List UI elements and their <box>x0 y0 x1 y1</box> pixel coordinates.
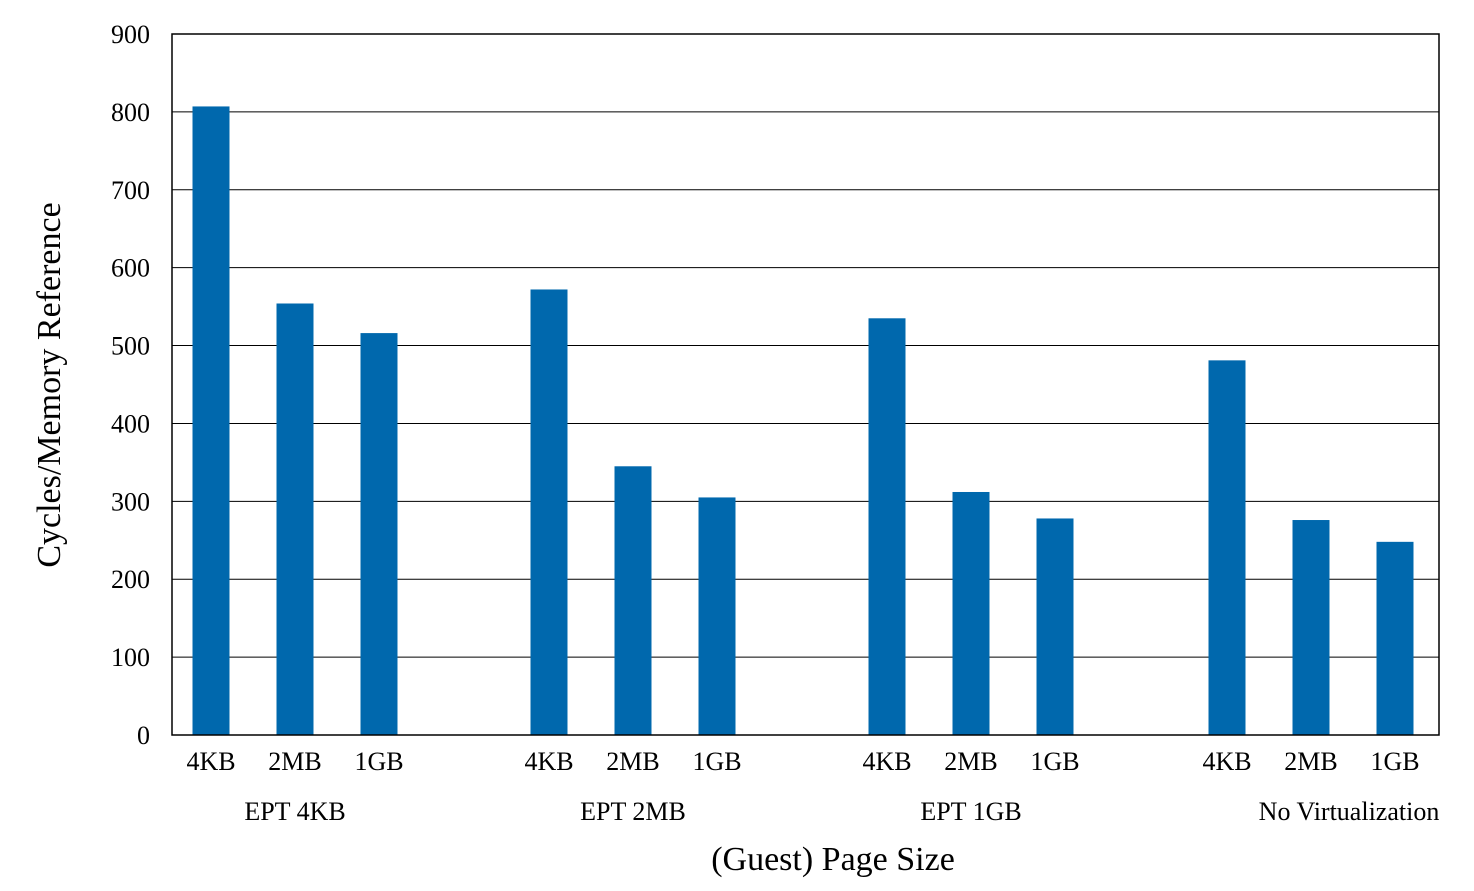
x-group-labels: EPT 4KB EPT 2MB EPT 1GB No Virtualization <box>244 797 1439 826</box>
bar-no-virtualization-1gb <box>1376 541 1414 735</box>
x-category-label: 2MB <box>1284 747 1337 776</box>
y-tick-label: 900 <box>111 20 150 49</box>
bar-ept-2mb-2mb <box>614 466 652 735</box>
bar-no-virtualization-2mb <box>1292 520 1330 735</box>
x-category-label: 1GB <box>692 747 741 776</box>
x-category-label: 1GB <box>354 747 403 776</box>
bar-no-virtualization-4kb <box>1208 360 1246 735</box>
x-category-label: 4KB <box>862 747 911 776</box>
y-tick-label: 500 <box>111 332 150 361</box>
bar-ept-4kb-1gb <box>360 333 398 735</box>
x-category-label: 1GB <box>1030 747 1079 776</box>
x-group-label: EPT 2MB <box>580 797 686 826</box>
bar-ept-2mb-4kb <box>530 289 568 735</box>
plot-frame <box>171 33 1440 736</box>
y-tick-label: 200 <box>111 565 150 594</box>
x-group-label: EPT 4KB <box>244 797 345 826</box>
y-tick-label: 0 <box>137 721 150 750</box>
y-axis-title: Cycles/Memory Reference <box>31 202 68 567</box>
y-tick-label: 600 <box>111 254 150 283</box>
bar-ept-4kb-4kb <box>192 106 230 736</box>
x-category-label: 4KB <box>186 747 235 776</box>
y-tick-labels: 0 100 200 300 400 500 600 700 800 900 <box>111 20 150 750</box>
bar-ept-1gb-4kb <box>868 318 906 735</box>
x-category-label: 4KB <box>524 747 573 776</box>
x-category-label: 1GB <box>1370 747 1419 776</box>
bars <box>192 106 1414 736</box>
bar-ept-2mb-1gb <box>698 497 736 735</box>
bar-ept-1gb-1gb <box>1036 518 1074 735</box>
x-axis-title: (Guest) Page Size <box>711 841 955 878</box>
y-tick-label: 400 <box>111 409 150 438</box>
x-group-label: No Virtualization <box>1259 797 1440 826</box>
x-category-label: 4KB <box>1202 747 1251 776</box>
x-category-labels: 4KB 2MB 1GB 4KB 2MB 1GB 4KB 2MB 1GB 4KB 2MB 1GB <box>186 747 1419 776</box>
y-tick-label: 700 <box>111 176 150 205</box>
y-tick-label: 300 <box>111 487 150 516</box>
bar-ept-4kb-2mb <box>276 303 314 735</box>
x-group-label: EPT 1GB <box>920 797 1021 826</box>
bar-ept-1gb-2mb <box>952 491 990 735</box>
y-tick-label: 100 <box>111 643 150 672</box>
x-category-label: 2MB <box>268 747 321 776</box>
x-category-label: 2MB <box>944 747 997 776</box>
x-category-label: 2MB <box>606 747 659 776</box>
y-tick-label: 800 <box>111 98 150 127</box>
